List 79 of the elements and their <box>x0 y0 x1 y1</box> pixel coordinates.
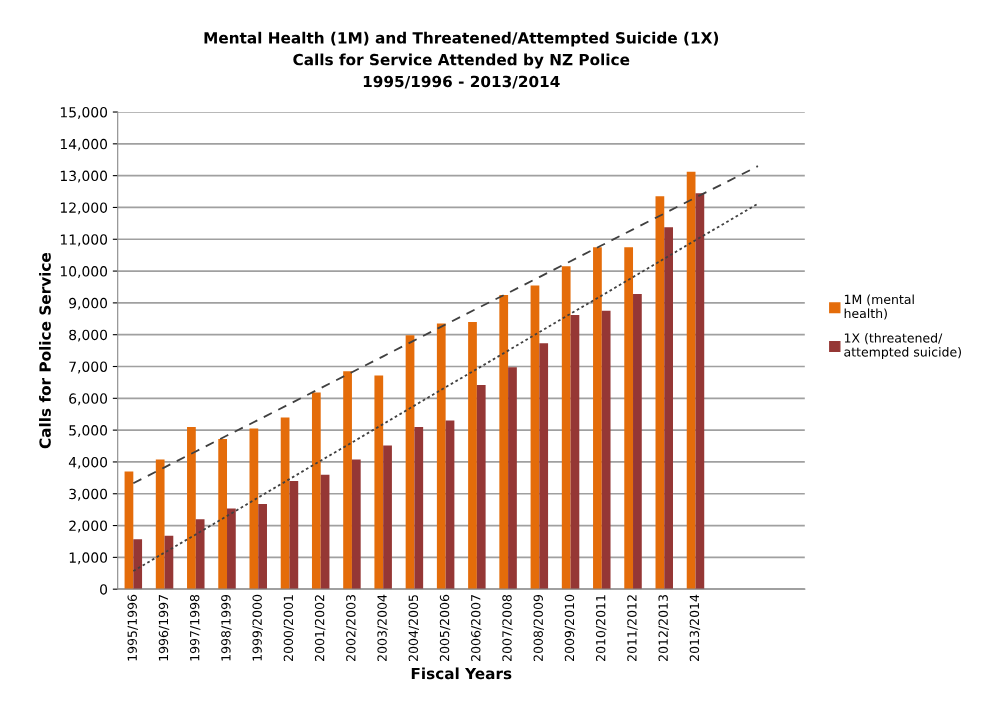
x-tick-label: 2013/2014 <box>689 594 701 661</box>
y-tick-label: 5,000 <box>69 425 108 438</box>
bar <box>445 420 455 590</box>
y-tick-label: 15,000 <box>60 106 108 119</box>
x-tick-label: 2008/2009 <box>533 594 544 661</box>
x-tick-label: 2000/2001 <box>283 595 295 661</box>
x-tick-label: 2002/2003 <box>346 595 357 661</box>
bar <box>436 323 446 590</box>
x-tick-label: 2001/2002 <box>314 595 326 661</box>
y-tick-label: 6,000 <box>69 393 108 406</box>
y-tick-label: 11,000 <box>60 234 108 247</box>
bar <box>539 343 549 590</box>
legend-label: 1X (threatened/ attempted suicide) <box>844 332 961 360</box>
bar <box>414 426 424 590</box>
bar <box>476 384 486 590</box>
y-tick-label: 3,000 <box>69 488 108 501</box>
bar <box>695 193 705 590</box>
x-tick-label: 2010/2011 <box>595 595 607 661</box>
bar <box>311 392 321 590</box>
x-tick-label: 1996/1997 <box>158 595 170 661</box>
y-tick-label: 2,000 <box>69 520 108 533</box>
bar <box>258 503 267 590</box>
bar <box>405 335 415 590</box>
y-tick-label: 8,000 <box>69 329 108 342</box>
bar <box>343 371 352 590</box>
bar <box>624 247 634 590</box>
y-tick-label: 13,000 <box>60 170 108 183</box>
bar <box>351 459 361 590</box>
x-tick-label: 2006/2007 <box>471 595 482 661</box>
y-tick-label: 12,000 <box>60 202 108 215</box>
y-tick-label: 4,000 <box>68 456 108 469</box>
x-tick-label: 1999/2000 <box>252 594 263 661</box>
y-tick-label: 9,000 <box>69 297 108 310</box>
bar <box>320 474 330 590</box>
bar <box>570 314 580 590</box>
bar <box>508 367 517 590</box>
x-axis-title: Fiscal Years <box>411 667 512 680</box>
chart-title: Mental Health (1M) and Threatened/Attempted Suicide (1X) Calls for Service Attended by NZ Police 1995/1996 - 2013/2014 <box>204 31 719 89</box>
bar <box>601 310 611 590</box>
bar <box>289 481 299 590</box>
x-tick-label: 1998/1999 <box>221 594 232 661</box>
bar <box>686 171 696 590</box>
bar <box>561 266 571 590</box>
y-axis-title: Calls for Police Service <box>39 252 51 449</box>
bar <box>195 519 205 590</box>
y-tick-label: 7,000 <box>69 361 108 374</box>
bar <box>499 294 509 590</box>
y-tick-label: 0 <box>100 584 108 595</box>
x-tick-label: 2009/2010 <box>564 594 576 661</box>
x-tick-label: 1995/1996 <box>127 594 138 661</box>
bar <box>218 439 228 590</box>
x-tick-label: 2012/2013 <box>658 595 669 661</box>
y-tick-label: 10,000 <box>60 266 108 278</box>
bar <box>374 375 384 590</box>
bar <box>280 417 290 590</box>
x-tick-label: 2004/2005 <box>408 595 420 661</box>
line-series <box>132 202 759 572</box>
bar <box>249 428 259 590</box>
bar <box>133 539 143 590</box>
y-tick-label: 14,000 <box>60 138 108 151</box>
bar <box>187 426 196 590</box>
x-tick-label: 2011/2012 <box>627 595 638 661</box>
bar <box>468 321 477 590</box>
bar <box>633 293 642 590</box>
x-tick-label: 2005/2006 <box>439 594 451 661</box>
y-tick-label: 1,000 <box>69 552 108 565</box>
x-tick-label: 1997/1998 <box>189 594 201 661</box>
x-tick-label: 2007/2008 <box>502 594 513 661</box>
bar <box>155 459 165 590</box>
legend-label: 1M (mental health) <box>844 294 914 320</box>
bar <box>593 247 602 590</box>
bar <box>664 227 673 590</box>
bar <box>383 445 392 590</box>
bar <box>124 471 134 590</box>
x-tick-label: 2003/2004 <box>377 594 388 661</box>
bar <box>227 508 236 590</box>
line-series <box>132 165 759 485</box>
bar <box>655 196 665 590</box>
bar <box>530 285 540 590</box>
